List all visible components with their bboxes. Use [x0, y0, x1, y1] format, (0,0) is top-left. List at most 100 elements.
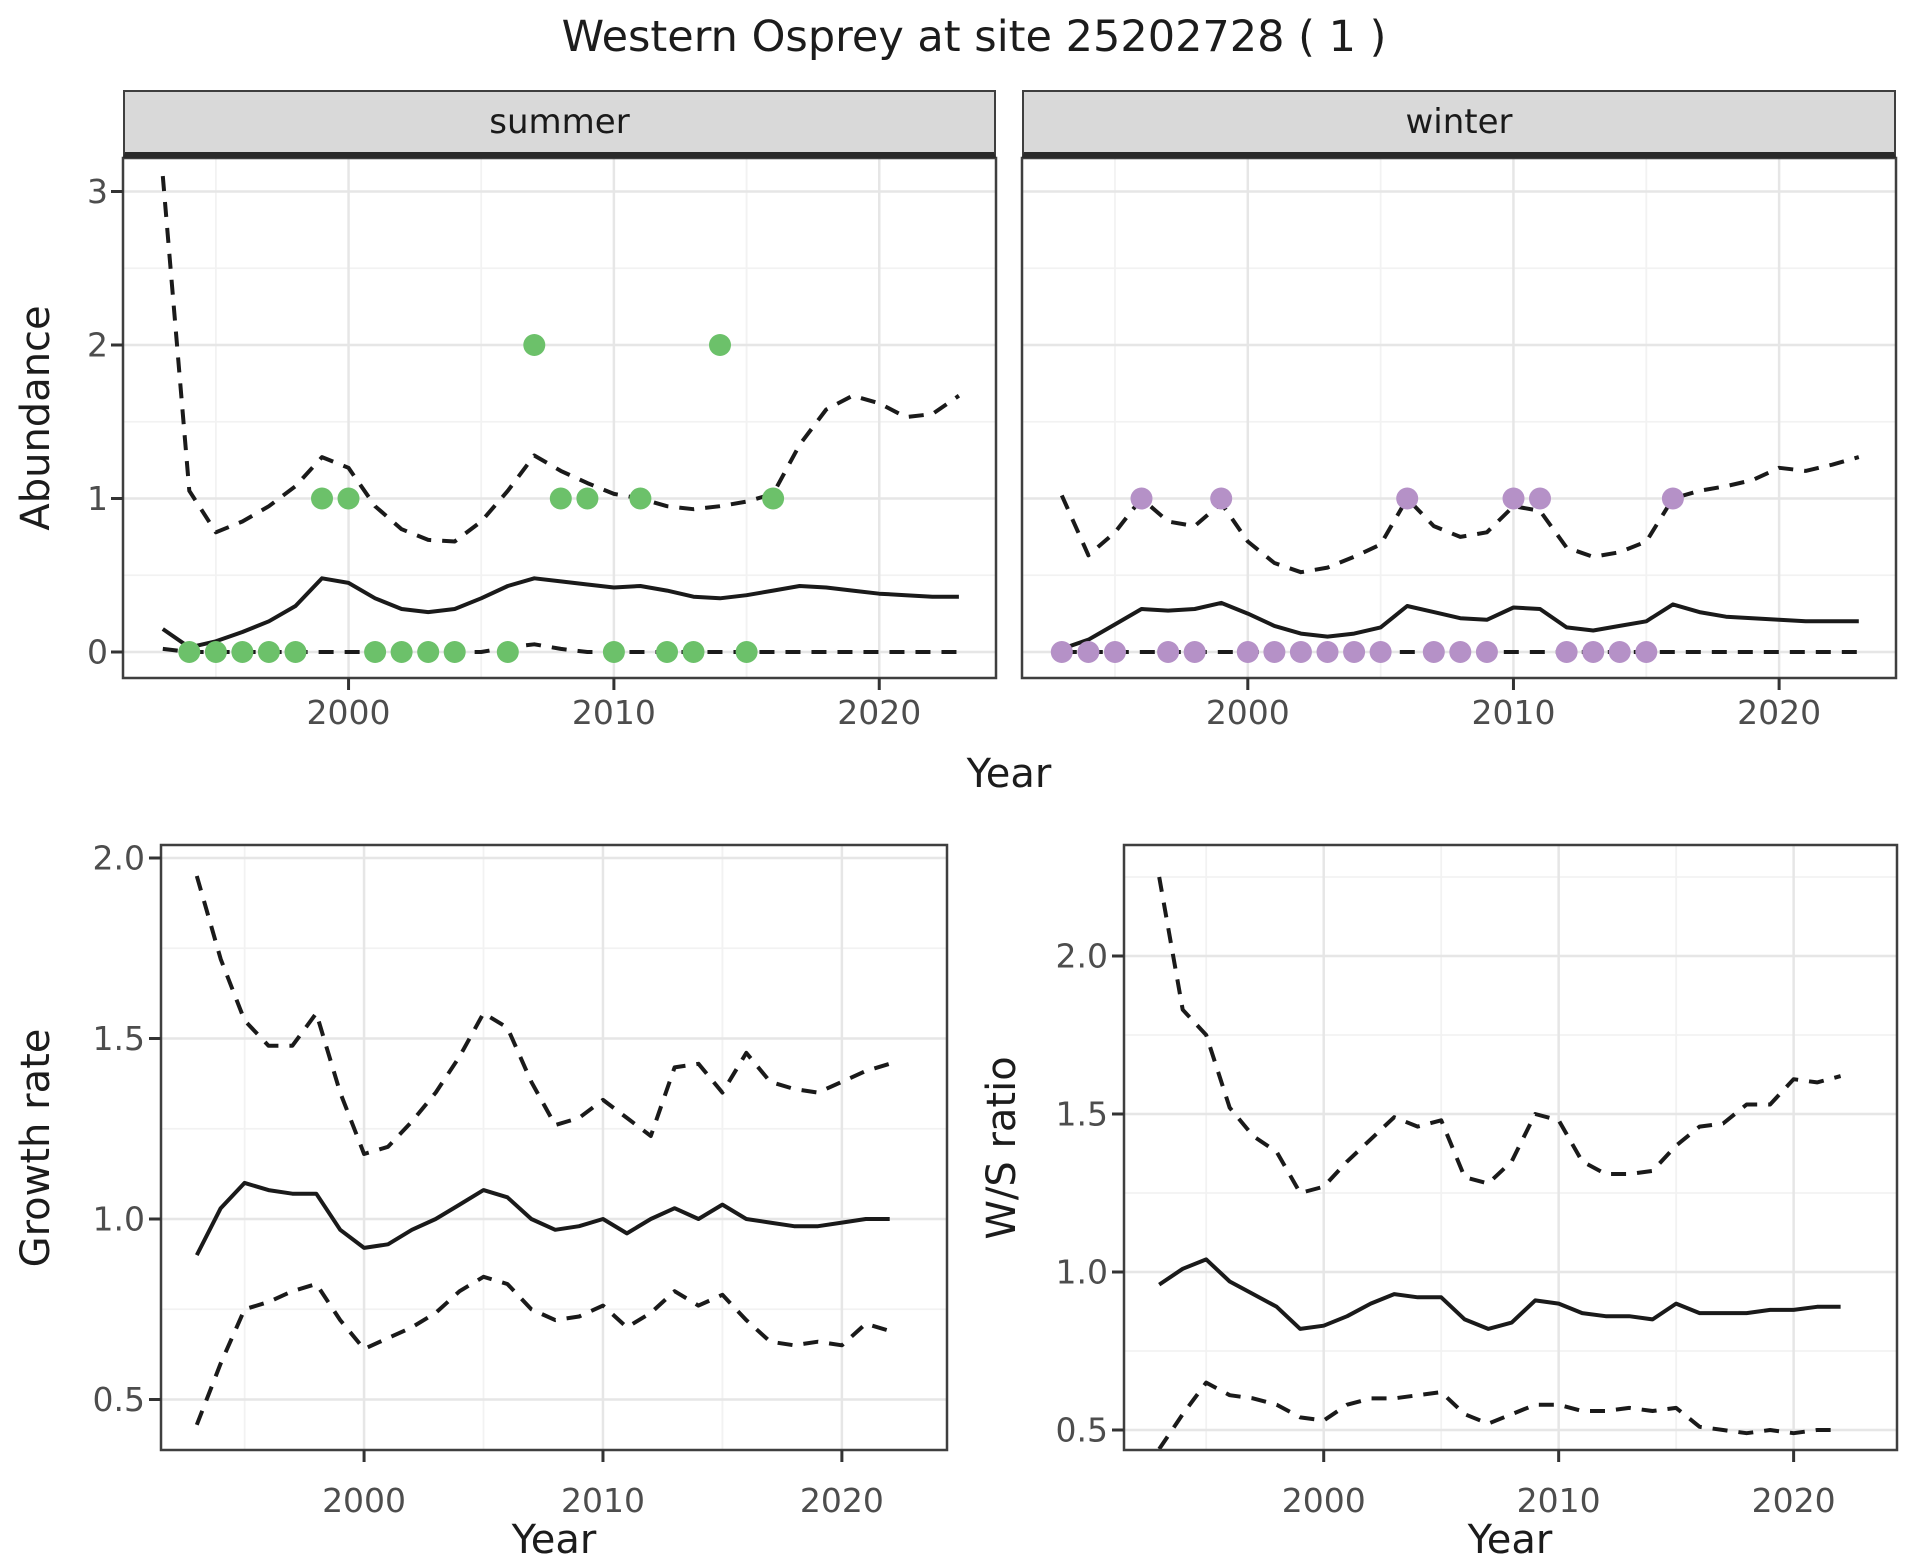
panel-ws-ratio-xtick-label: 2020	[1752, 1481, 1836, 1520]
panel-ws-ratio-axis-ticks: 2000 2010 2020 0.5 1.0 1.5 2.0	[1056, 937, 1836, 1521]
panel-abundance-winter-mean-line	[1061, 600, 1859, 651]
panel-abundance-winter-observation-point	[1343, 641, 1366, 663]
panel-growth-rate-background	[161, 845, 947, 1450]
panel-abundance-winter-observation-point	[1183, 641, 1206, 663]
panel-abundance-summer-observation-point	[762, 487, 785, 510]
panel-abundance-winter-observation-point	[1263, 641, 1286, 663]
panel-abundance-summer-ytick-label: 2	[87, 326, 108, 365]
panel-abundance-winter-observation-point	[1316, 641, 1339, 663]
panel-abundance-summer-observation-point	[231, 641, 254, 663]
panel-ws-ratio-xtick-label: 2010	[1517, 1481, 1601, 1520]
panel-abundance-summer-gridlines	[123, 158, 996, 678]
panel-ws-ratio-upper_ci-line	[1157, 876, 1842, 1195]
abundance-axis-title: Abundance	[13, 305, 59, 531]
panel-abundance-summer-observation-point	[709, 334, 731, 356]
panel-abundance-summer-upper_ci-line	[160, 175, 961, 544]
panel-abundance-summer-ytick-label: 0	[87, 633, 108, 672]
facet-strip-summer-label: summer	[489, 102, 630, 142]
panel-abundance-winter-observation-point	[1475, 641, 1498, 663]
panel-abundance-winter-xtick-label: 2020	[1737, 693, 1821, 732]
panel-abundance-winter-observation-point	[1104, 641, 1126, 663]
panel-abundance-summer-ytick-label: 1	[87, 479, 108, 518]
panel-ws-ratio-border	[1122, 843, 1899, 1452]
panel-ws-ratio-lower_ci-line	[1157, 1380, 1841, 1450]
panel-abundance-summer-xtick-label: 2000	[307, 693, 391, 732]
panel-ws-ratio-ytick-label: 0.5	[1056, 1411, 1108, 1450]
ws-ratio-axis-title: W/S ratio	[979, 1056, 1025, 1240]
panel-abundance-summer-observation-point	[417, 641, 440, 663]
panel-abundance-summer-mean-line	[161, 576, 959, 650]
panel-ws-ratio-ytick-label: 2.0	[1056, 937, 1108, 976]
panel-abundance-summer-xtick-label: 2020	[837, 693, 921, 732]
ws-year-axis-title: Year	[1467, 1517, 1553, 1560]
panel-abundance-winter-border	[1020, 156, 1898, 680]
panel-growth-rate-gridlines	[161, 845, 947, 1450]
panel-abundance-winter-observation-point	[1130, 487, 1153, 510]
panel-ws-ratio-xtick-label: 2000	[1282, 1481, 1366, 1520]
panel-abundance-summer-observation-point	[602, 641, 625, 663]
panel-abundance-winter-xtick-label: 2000	[1206, 693, 1290, 732]
panel-abundance-winter-observation-point	[1289, 641, 1312, 663]
panel-abundance-summer-observation-point	[284, 641, 307, 663]
panel-abundance-summer-ytick-label: 3	[87, 172, 108, 211]
panel-abundance-winter-observation-point	[1157, 641, 1180, 663]
panel-ws-ratio-mean-line	[1158, 1257, 1841, 1331]
panel-abundance-summer-observation-point	[178, 641, 201, 663]
panel-abundance-winter-observation-point	[1422, 641, 1445, 663]
panel-growth-rate-mean-line	[195, 1180, 890, 1257]
facet-strip-summer: summer	[123, 90, 996, 158]
panel-abundance-winter-observation-point	[1635, 641, 1658, 663]
panel-abundance-winter-observation-point	[1555, 641, 1578, 663]
panel-growth-rate-series	[194, 875, 891, 1426]
panel-growth-rate-ytick-label: 2.0	[93, 839, 145, 878]
panel-growth-rate-lower_ci-line	[194, 1274, 891, 1426]
panel-abundance-summer-observation-point	[364, 641, 387, 663]
panel-abundance-winter-upper_ci-line	[1059, 455, 1860, 575]
panel-abundance-winter-observation-point	[1449, 641, 1472, 663]
growth-rate-axis-title: Growth rate	[13, 1028, 59, 1268]
panel-abundance-summer-observation-point	[337, 487, 360, 510]
panel-abundance-summer-background	[123, 158, 996, 678]
panel-abundance-winter-observations	[1050, 487, 1684, 663]
panel-abundance-summer-observations	[178, 334, 785, 663]
panel-growth-rate-xtick-label: 2010	[561, 1481, 645, 1520]
panel-abundance-summer-observation-point	[311, 487, 333, 510]
panel-abundance-summer-observation-point	[204, 641, 227, 663]
panel-abundance-summer-axis-ticks: 2000 2010 2020 0 1 2 3	[87, 172, 921, 732]
panel-abundance-summer-observation-point	[549, 487, 572, 510]
panel-abundance-winter-xtick-label: 2010	[1471, 693, 1555, 732]
panel-growth-rate-axis-ticks: 2000 2010 2020 0.5 1.0 1.5 2.0	[93, 839, 884, 1521]
panel-abundance-winter-observation-point	[1582, 641, 1605, 663]
growth-year-axis-title: Year	[511, 1517, 597, 1560]
chart-title: Western Osprey at site 25202728 ( 1 )	[561, 12, 1387, 62]
panel-abundance-summer-observation-point	[496, 641, 519, 663]
panel-abundance-summer-observation-point	[443, 641, 466, 663]
panel-ws-ratio-gridlines	[1124, 845, 1897, 1450]
panel-abundance-winter-background	[1022, 158, 1896, 678]
panel-abundance-summer-xtick-label: 2010	[572, 693, 656, 732]
panel-growth-rate-upper_ci-line	[194, 875, 891, 1156]
panel-abundance-winter-observation-point	[1050, 641, 1073, 663]
panel-ws-ratio-ytick-label: 1.0	[1056, 1253, 1108, 1292]
panel-abundance-summer-observation-point	[257, 641, 280, 663]
panel-abundance-summer-observation-point	[629, 487, 652, 510]
panel-growth-rate-border	[159, 843, 949, 1452]
panel-abundance-summer-observation-point	[390, 641, 413, 663]
panel-abundance-summer-observation-point	[735, 641, 758, 663]
panel-growth-rate-ytick-label: 1.5	[93, 1019, 145, 1058]
panel-abundance-winter-observation-point	[1236, 641, 1259, 663]
top-year-axis-title: Year	[966, 751, 1052, 797]
panel-growth-rate-ytick-label: 1.0	[93, 1200, 145, 1239]
panel-abundance-summer-observation-point	[576, 487, 599, 510]
panel-abundance-summer: 2000 2010 2020 0 1 2 3	[87, 156, 998, 732]
panel-abundance-winter-observation-point	[1529, 487, 1551, 510]
panel-growth-rate-ytick-label: 0.5	[93, 1380, 145, 1419]
panel-abundance-winter-observation-point	[1502, 487, 1525, 510]
panel-abundance-winter-observation-point	[1210, 487, 1233, 510]
panel-ws-ratio: 2000 2010 2020 0.5 1.0 1.5 2.0	[1056, 843, 1899, 1521]
panel-growth-rate-xtick-label: 2000	[322, 1481, 406, 1520]
panel-abundance-winter-observation-point	[1608, 641, 1631, 663]
panel-ws-ratio-series	[1157, 876, 1842, 1450]
panel-abundance-summer-observation-point	[682, 641, 705, 663]
